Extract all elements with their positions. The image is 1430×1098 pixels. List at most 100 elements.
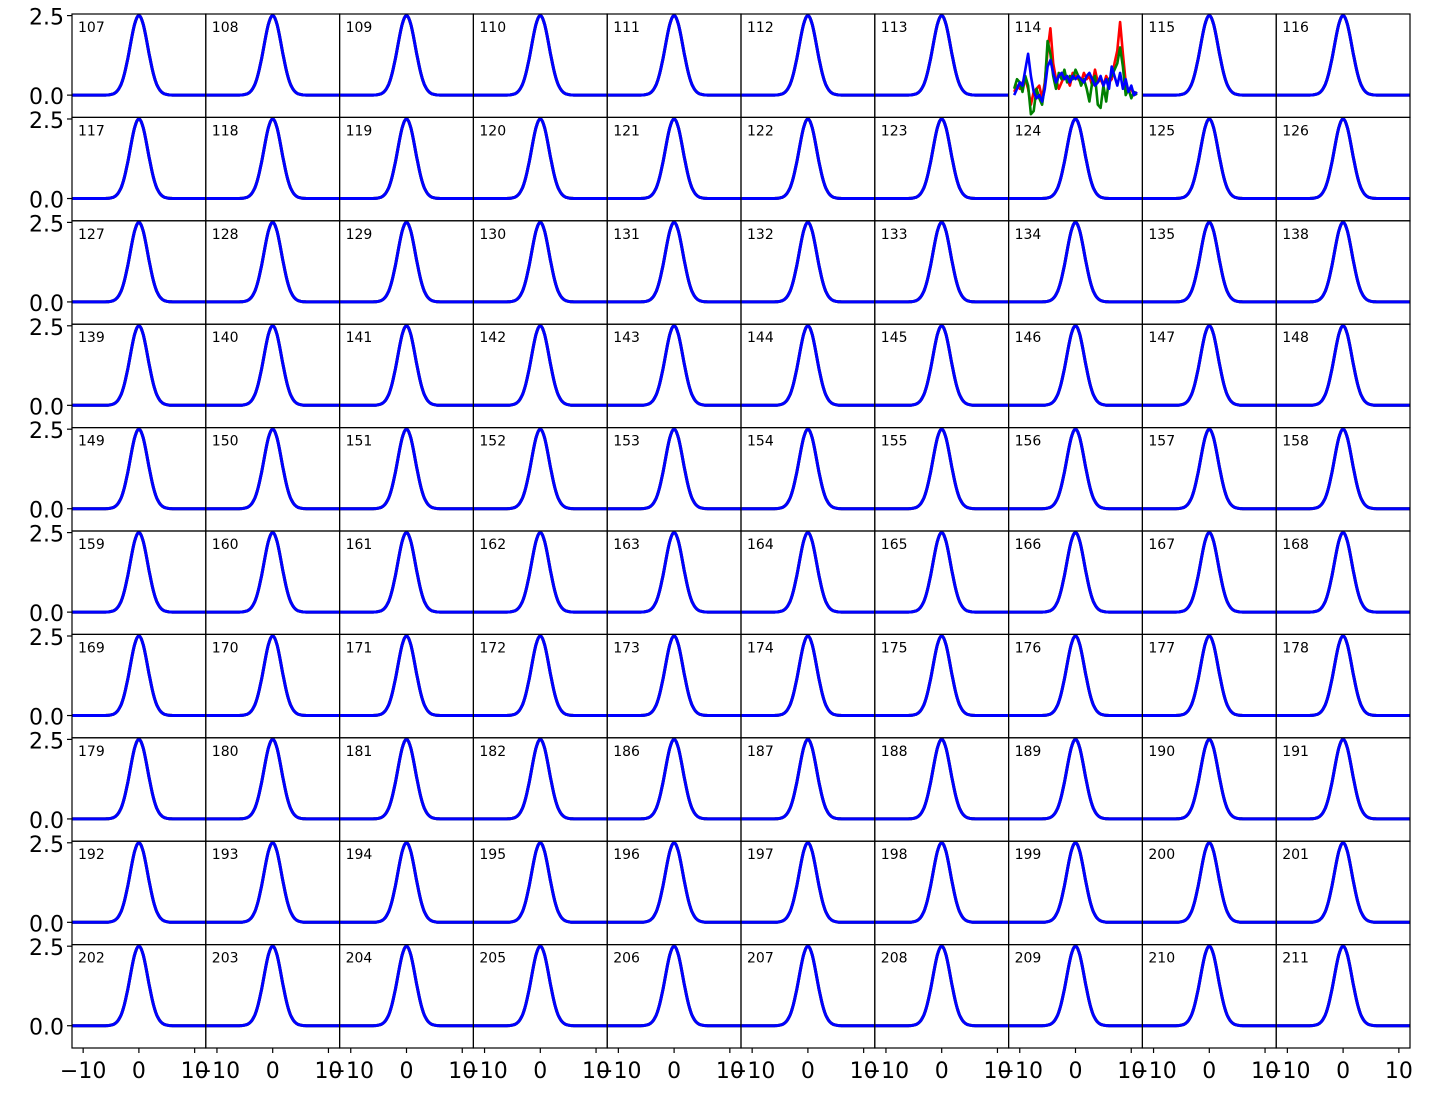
panel-series-group [473,841,608,924]
panel-series-group [1008,117,1143,200]
panel-series-group [1142,737,1277,821]
panel-126: 126 [1275,116,1411,222]
panel-series-group [607,634,742,717]
panel-series-group [339,14,474,97]
panel-series-group [473,14,608,97]
panel-label: 173 [613,640,640,656]
panel-label: 182 [479,744,506,760]
series-line-2 [72,737,206,821]
panel-119: 119 [339,116,475,222]
panel-label: 171 [346,640,373,656]
panel-series-group [874,324,1009,407]
y-tick-label: 2.5 [29,419,64,444]
panel-134: 134 [1007,220,1143,325]
panel-107: 107 2.5 0.0 [29,6,207,119]
series-line-2 [1276,427,1410,511]
panel-label: 128 [212,227,239,243]
panel-140: 140 [205,323,341,429]
panel-203: 203 −10 0 10 [194,943,342,1084]
series-line-2 [473,14,608,97]
panel-series-group [205,531,340,614]
panel-173: 173 [606,633,742,739]
panel-210: 210 −10 0 10 [1130,943,1279,1084]
panel-series-group [1142,944,1277,1028]
series-line-2 [741,531,875,614]
panel-label: 159 [78,537,105,553]
series-line-2 [607,14,742,97]
panel-162: 162 [472,530,608,636]
panel-series-group [1142,220,1277,304]
panel-series-group [205,737,340,821]
panel-series-group [1008,944,1143,1028]
y-tick-label: 2.5 [29,936,64,961]
panel-196: 196 [606,840,742,946]
series-line-2 [72,220,206,304]
panel-label: 147 [1148,330,1175,346]
panel-series-group [473,117,608,200]
panel-204: 204 −10 0 10 [328,943,476,1084]
series-line-2 [741,634,875,717]
series-line-2 [741,737,875,821]
series-line-2 [1142,427,1277,511]
panel-label: 110 [479,20,506,36]
panel-series-group [607,14,742,97]
series-line-2 [1008,531,1143,614]
panel-142: 142 [472,323,608,429]
panel-label: 146 [1015,330,1042,346]
series-line-2 [741,841,875,924]
panel-label: 131 [613,227,640,243]
panel-series-group [1142,427,1277,511]
panel-series-group [72,944,206,1028]
panel-series-group [473,737,608,821]
series-line-2 [205,14,340,97]
panel-166: 166 [1007,530,1143,636]
panel-series-group [874,841,1009,924]
panel-label: 174 [747,640,774,656]
series-line-2 [1142,944,1277,1028]
panel-label: 139 [78,330,105,346]
y-tick-label: 2.5 [29,109,64,134]
panel-label: 119 [346,123,373,139]
panel-165: 165 [874,530,1010,636]
series-line-2 [1008,737,1143,821]
series-line-2 [473,737,608,821]
series-line-2 [205,117,340,200]
series-line-2 [874,427,1009,511]
series-line-2 [607,117,742,200]
panel-series-group [473,427,608,511]
panel-label: 126 [1282,123,1309,139]
panel-label: 201 [1282,847,1309,863]
series-line-2 [874,117,1009,200]
series-line-2 [1276,634,1410,717]
panel-label: 138 [1282,227,1309,243]
panel-117: 117 2.5 0.0 [29,109,207,222]
series-line-2 [473,634,608,717]
panel-206: 206 −10 0 10 [595,943,744,1084]
y-tick-label: 2.5 [29,729,64,754]
panel-series-group [1276,737,1410,821]
panel-193: 193 [205,840,341,946]
panel-label: 123 [881,123,908,139]
series-line-2 [874,737,1009,821]
series-line-2 [607,841,742,924]
panel-label: 148 [1282,330,1309,346]
panel-153: 153 [606,427,742,532]
panel-series-group [874,944,1009,1028]
panel-138: 138 [1275,220,1411,325]
panel-label: 111 [613,20,640,36]
panel-label: 161 [346,537,373,553]
panel-label: 149 [78,434,105,450]
panel-159: 159 2.5 0.0 [29,523,207,636]
panel-145: 145 [874,323,1010,429]
series-line-2 [607,427,742,511]
series-line-2 [874,944,1009,1028]
panel-198: 198 [874,840,1010,946]
panel-label: 197 [747,847,774,863]
x-tick-label: 10 [716,1059,744,1084]
panel-label: 193 [212,847,239,863]
x-tick-label: 0 [132,1059,146,1084]
panel-163: 163 [606,530,742,636]
panel-series-group [607,117,742,200]
series-line-2 [1142,841,1277,924]
panel-series-group [1008,324,1143,407]
